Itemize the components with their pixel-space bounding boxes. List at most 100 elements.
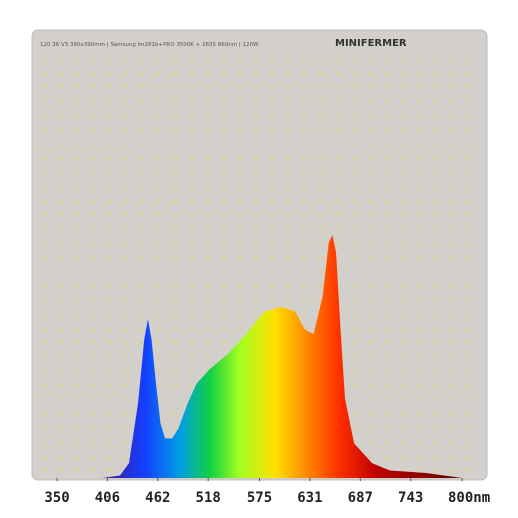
led [432, 469, 436, 472]
led [416, 455, 420, 458]
led [76, 228, 80, 231]
led [254, 228, 258, 231]
led [303, 299, 307, 302]
led [92, 342, 96, 344]
led [368, 200, 371, 202]
led [368, 58, 371, 60]
led [222, 256, 226, 259]
led [60, 384, 64, 387]
led [141, 313, 145, 316]
led [432, 114, 436, 117]
led [189, 214, 193, 217]
led [400, 342, 404, 344]
led [368, 256, 371, 259]
led [384, 72, 388, 75]
led [465, 129, 469, 131]
led [157, 157, 161, 160]
led [384, 398, 388, 401]
led [400, 299, 404, 302]
led [206, 228, 209, 231]
led [125, 271, 128, 273]
led [287, 285, 290, 288]
led [287, 256, 290, 259]
led [416, 313, 420, 316]
led [416, 157, 420, 160]
led [60, 327, 64, 330]
led [108, 455, 112, 458]
led [287, 242, 290, 245]
led [238, 58, 242, 60]
led [108, 129, 112, 131]
led [303, 200, 307, 202]
led [125, 398, 128, 401]
led [400, 327, 404, 330]
led [303, 157, 307, 160]
led [254, 100, 258, 103]
led [270, 58, 274, 60]
led [44, 384, 47, 387]
led [416, 72, 420, 75]
led [384, 58, 388, 60]
led [449, 72, 452, 75]
led [319, 171, 323, 174]
led [416, 228, 420, 231]
led [206, 86, 209, 89]
led [108, 185, 112, 188]
led [449, 242, 452, 245]
led [60, 271, 64, 273]
led [303, 256, 307, 259]
led [335, 86, 339, 89]
led [141, 114, 145, 117]
led [416, 342, 420, 344]
led [157, 299, 161, 302]
led [76, 299, 80, 302]
led [449, 58, 452, 60]
led [368, 398, 371, 401]
led [222, 143, 226, 146]
led [76, 114, 80, 117]
led [173, 313, 177, 316]
led [432, 299, 436, 302]
led [384, 327, 388, 330]
led [287, 228, 290, 231]
led [351, 100, 355, 103]
led [416, 58, 420, 60]
led [400, 129, 404, 131]
led [60, 299, 64, 302]
led [157, 200, 161, 202]
led [125, 143, 128, 146]
led [465, 455, 469, 458]
led [157, 256, 161, 259]
led [368, 185, 371, 188]
led [319, 256, 323, 259]
led [449, 214, 452, 217]
led [222, 228, 226, 231]
led [351, 313, 355, 316]
led [351, 228, 355, 231]
led [76, 157, 80, 160]
led [189, 342, 193, 344]
led [335, 58, 339, 60]
led [222, 200, 226, 202]
led [60, 86, 64, 89]
led [270, 242, 274, 245]
led [60, 370, 64, 373]
led [238, 285, 242, 288]
led [416, 398, 420, 401]
x-tick-label: 575 [247, 490, 272, 506]
led [141, 299, 145, 302]
led [92, 370, 96, 373]
led [76, 313, 80, 316]
led [222, 171, 226, 174]
led [368, 114, 371, 117]
led [189, 58, 193, 60]
led [125, 342, 128, 344]
led [44, 72, 47, 75]
led [351, 285, 355, 288]
led [222, 285, 226, 288]
led [44, 242, 47, 245]
led [400, 469, 404, 472]
led [44, 370, 47, 373]
led [44, 469, 47, 472]
led [108, 157, 112, 160]
